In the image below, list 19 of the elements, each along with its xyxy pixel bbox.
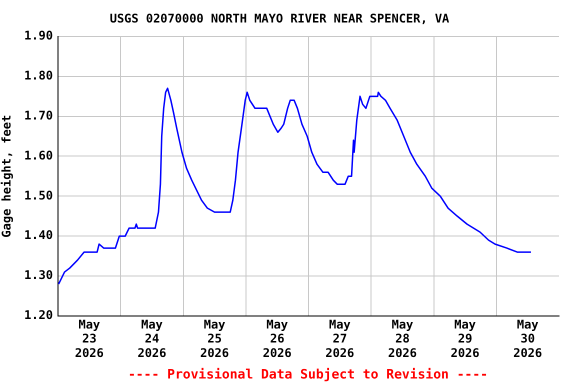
text: ---- Provisional Data Subject to Revision ---- — [128, 367, 488, 382]
y-tick-label: 1.60 — [24, 148, 53, 162]
y-tick-label: 1.90 — [24, 28, 53, 43]
x-tick-label: May 30 2026 — [513, 317, 542, 360]
y-tick-label: 1.80 — [24, 68, 53, 82]
y-tick-label: 1.50 — [24, 188, 53, 202]
y-tick-label: 1.30 — [24, 268, 53, 282]
x-tick-label: May 26 2026 — [262, 317, 292, 360]
x-tick-label: May 24 2026 — [137, 317, 166, 360]
y-axis-title: Gage height, feet — [0, 114, 14, 238]
x-tick-label: May 28 2026 — [388, 317, 417, 360]
chart-title: USGS 02070000 NORTH MAYO RIVER NEAR SPENCER, VA — [110, 11, 450, 26]
x-tick-label: May 29 2026 — [450, 317, 480, 360]
y-tick-label: 1.20 — [24, 308, 53, 322]
y-tick-label: 1.40 — [24, 228, 53, 242]
x-tick-label: May 25 2026 — [200, 317, 230, 360]
x-tick-label: May 23 2026 — [74, 317, 104, 360]
x-tick-label: May 27 2026 — [325, 317, 354, 360]
y-tick-label: 1.70 — [24, 108, 53, 122]
